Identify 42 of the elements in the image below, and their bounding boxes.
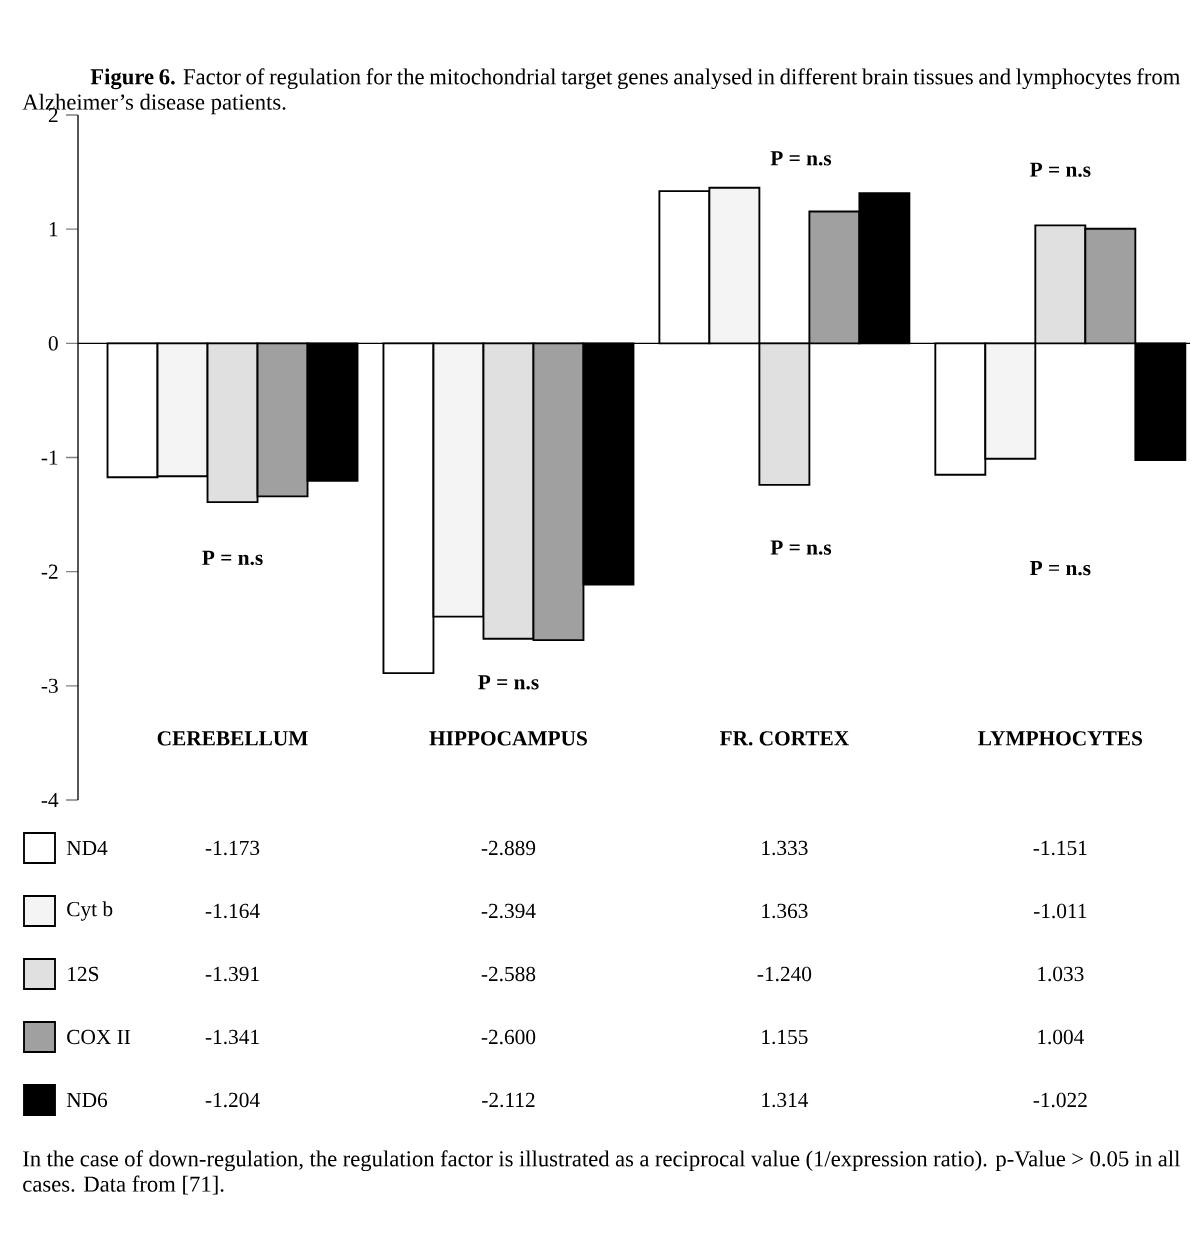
annotation: P = n.s xyxy=(202,550,263,566)
annotation: P = n.s xyxy=(1030,561,1091,576)
y-tick-label: -2 xyxy=(41,564,58,579)
data-label: -1.341 xyxy=(205,1029,259,1045)
data-label: 1.333 xyxy=(762,840,808,856)
annotation: P = n.s xyxy=(1030,162,1091,177)
annotation: P = n.s xyxy=(770,151,832,166)
legend-label: COX II xyxy=(67,1029,131,1045)
y-tick-label: -1 xyxy=(41,450,58,465)
data-label: 1.314 xyxy=(762,1092,809,1108)
data-label: 1.004 xyxy=(1038,1029,1084,1045)
data-label: -2.889 xyxy=(481,840,536,856)
x-tick-label: CEREBELLUM xyxy=(157,731,308,746)
data-label: 1.363 xyxy=(762,903,808,919)
x-tick-label: HIPPOCAMPUS xyxy=(429,731,587,746)
legend-label: 12S xyxy=(68,966,99,982)
legend-label: ND4 xyxy=(66,840,108,856)
x-tick-label: LYMPHOCYTES xyxy=(978,731,1143,746)
data-label: -1.240 xyxy=(757,966,812,982)
data-label: -2.112 xyxy=(482,1092,535,1108)
text: In the case of down-regulation, the regulation factor is illustrated as a reciprocal value (1/expression ratio). p-Value > 0.05 in all cases. Data from [71]. xyxy=(23,1150,1180,1195)
data-label: -2.394 xyxy=(481,903,536,919)
data-label: -2.600 xyxy=(481,1029,536,1045)
data-label: -1.391 xyxy=(205,966,259,982)
legend-label: ND6 xyxy=(66,1092,108,1108)
annotation: P = n.s xyxy=(770,540,832,555)
data-label: -1.011 xyxy=(1033,903,1087,919)
annotation: P = n.s xyxy=(478,675,539,690)
y-tick-label: -3 xyxy=(41,678,58,693)
data-label: -2.588 xyxy=(481,966,536,982)
data-label: 1.155 xyxy=(762,1029,808,1045)
legend-label: Cyt b xyxy=(67,901,113,921)
y-tick-label: 0 xyxy=(48,336,58,351)
y-tick-label: -4 xyxy=(41,792,59,808)
data-label: -1.204 xyxy=(205,1092,260,1108)
x-tick-label: FR. CORTEX xyxy=(719,731,849,746)
data-label: -1.164 xyxy=(205,903,260,919)
data-label: 1.033 xyxy=(1038,966,1084,982)
data-label: -1.173 xyxy=(205,840,260,856)
data-label: -1.022 xyxy=(1033,1092,1087,1108)
y-tick-label: 1 xyxy=(49,222,58,237)
data-label: -1.151 xyxy=(1033,840,1087,856)
